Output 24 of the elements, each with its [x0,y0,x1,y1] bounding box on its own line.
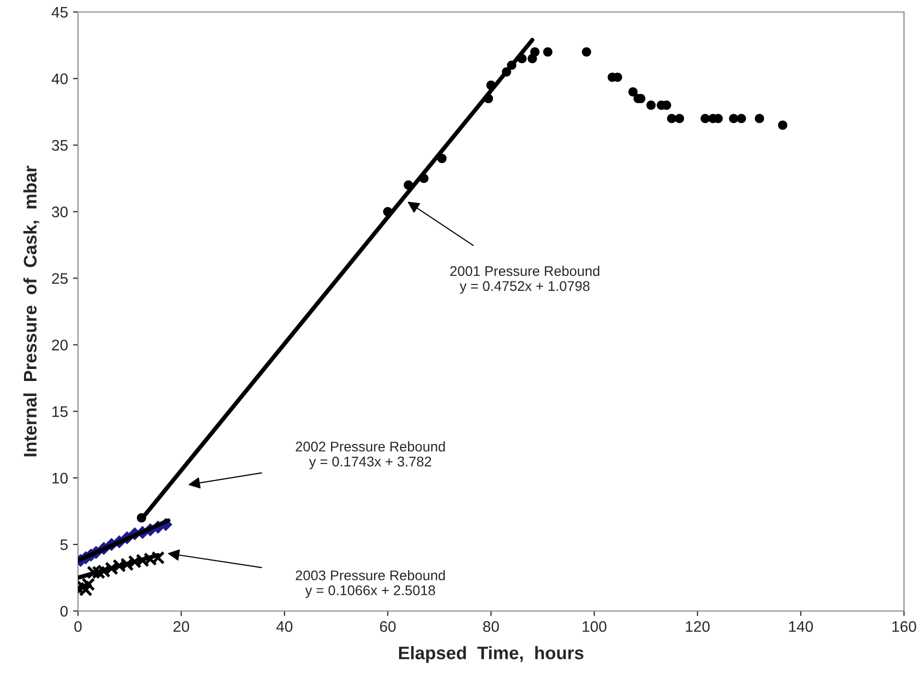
x-tick-label: 140 [789,621,813,632]
x-tick-label: 160 [892,621,916,632]
y-tick-label: 45 [52,7,68,18]
x-tick-label: 40 [276,621,292,632]
y-axis-title: Internal Pressure of Cask, mbar [23,166,40,456]
annotation: 2001 Pressure Rebound y = 0.4752x + 1.0798 [450,266,600,294]
annotation: 2002 Pressure Rebound y = 0.1743x + 3.782 [296,441,445,470]
y-tick-label: 20 [52,340,68,350]
y-tick-label: 35 [52,140,68,151]
y-tick-label: 10 [52,472,68,484]
y-tick-label: 5 [60,539,68,550]
x-tick-label: 100 [582,621,606,632]
y-tick-label: 40 [52,73,68,84]
x-tick-label: 60 [380,621,396,632]
y-tick-label: 15 [52,406,68,418]
y-tick-label: 0 [60,606,68,617]
x-axis-title: Elapsed Time, hours [399,646,584,663]
annotation: 2003 Pressure Rebound y = 0.1066x + 2.5018 [296,570,445,598]
x-tick-label: 20 [174,621,190,632]
x-tick-label: 80 [483,621,499,632]
y-tick-label: 30 [52,206,68,218]
y-tick-label: 25 [52,273,68,284]
x-tick-label: 120 [686,621,710,632]
x-tick-label: 0 [74,621,82,632]
